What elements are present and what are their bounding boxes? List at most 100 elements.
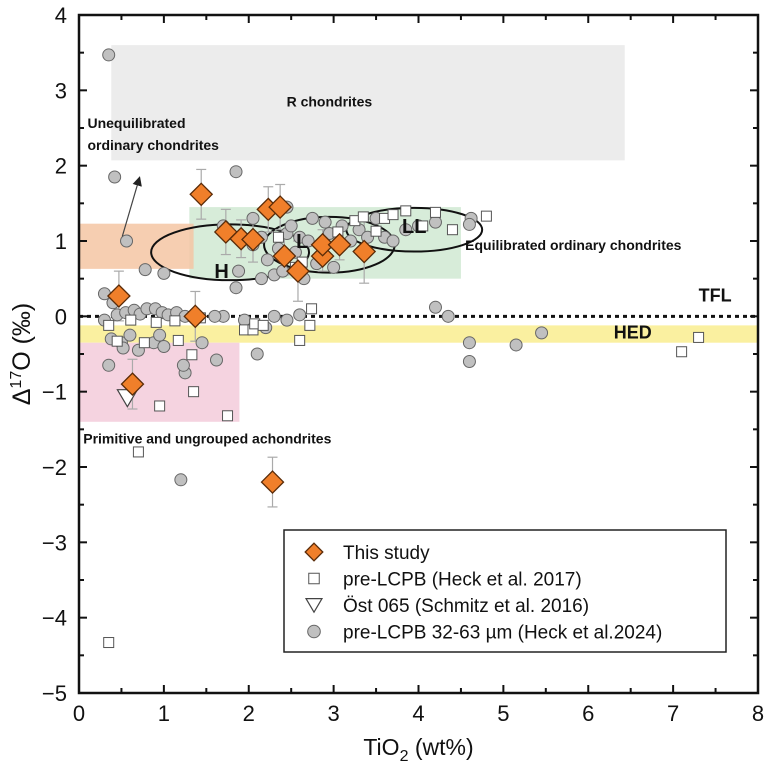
data-point-pre-lcpb-32-63-m-heck-et-al-2024	[102, 358, 116, 372]
data-point-this-study	[327, 232, 352, 257]
data-point-pre-lcpb-heck-et-al-2017	[429, 206, 441, 218]
data-point-this-study	[106, 284, 131, 308]
y-tick-label: 2	[55, 154, 67, 179]
x-tick-label: 2	[243, 701, 255, 726]
legend-marker-this-study	[304, 542, 324, 562]
data-point-this-study	[272, 244, 297, 268]
data-point-pre-lcpb-32-63-m-heck-et-al-2024	[229, 281, 243, 295]
data-point-pre-lcpb-32-63-m-heck-et-al-2024	[157, 339, 171, 353]
data-point-pre-lcpb-32-63-m-heck-et-al-2024	[174, 473, 188, 487]
data-point-pre-lcpb-heck-et-al-2017	[370, 225, 382, 237]
data-point-pre-lcpb-heck-et-al-2017	[154, 400, 166, 412]
data-point-this-study	[241, 227, 265, 252]
data-point-pre-lcpb-32-63-m-heck-et-al-2024	[428, 215, 442, 229]
data-point-pre-lcpb-heck-et-al-2017	[150, 316, 162, 328]
region-labels-layer: R chondrites Unequilibrated ordinary chond…	[83, 94, 681, 447]
data-point-pre-lcpb-heck-et-al-2017	[103, 319, 115, 331]
data-point-pre-lcpb-heck-et-al-2017	[222, 410, 234, 422]
legend-marker-pre-lcpb-heck-et-al-2017	[308, 572, 320, 585]
data-point-pre-lcpb-32-63-m-heck-et-al-2024	[399, 223, 413, 237]
legend-marker-pre-lcpb-32-63-m-heck-et-al-2024	[307, 624, 321, 639]
data-point-pre-lcpb-heck-et-al-2017	[400, 205, 412, 217]
data-point-pre-lcpb-32-63-m-heck-et-al-2024	[176, 358, 190, 372]
region-r-chondrites	[111, 45, 625, 161]
data-point-pre-lcpb-32-63-m-heck-et-al-2024	[120, 234, 134, 248]
region-label-equilibrated-ordinary-chondrites: Equilibrated ordinary chondrites	[465, 237, 681, 253]
data-point-pre-lcpb-32-63-m-heck-et-al-2024	[229, 165, 243, 179]
legend-label-pre-lcpb-heck-et-al-2017: pre-LCPB (Heck et al. 2017)	[343, 570, 582, 591]
x-tick-label: 5	[497, 701, 509, 726]
data-point-pre-lcpb-heck-et-al-2017	[306, 303, 318, 315]
y-tick-label: −2	[42, 455, 67, 480]
ellipse-label-l: L	[296, 231, 308, 253]
data-point-pre-lcpb-32-63-m-heck-et-al-2024	[138, 263, 152, 277]
y-tick-label: −4	[42, 606, 67, 631]
tick-labels-layer: 0 1 2 3 4 5 6 7 8 −5 −4 −3 −2 −1 0 1 2 3 4	[42, 3, 764, 726]
data-point-pre-lcpb-heck-et-al-2017	[103, 637, 115, 649]
y-tick-label: 1	[55, 229, 67, 254]
tfl-label: TFL	[699, 285, 732, 305]
data-point-pre-lcpb-heck-et-al-2017	[125, 314, 137, 326]
legend-label-pre-lcpb-32-63-m-heck-et-al-2024: pre-LCPB 32-63 µm (Heck et al.2024)	[343, 623, 662, 644]
y-tick-label: −5	[42, 681, 67, 706]
data-point-this-study	[286, 259, 310, 284]
data-point-pre-lcpb-32-63-m-heck-et-al-2024	[509, 338, 523, 352]
data-point-this-study	[352, 239, 377, 264]
data-point-pre-lcpb-32-63-m-heck-et-al-2024	[462, 336, 476, 350]
data-point-pre-lcpb-heck-et-al-2017	[357, 211, 369, 223]
data-point-pre-lcpb-32-63-m-heck-et-al-2024	[157, 266, 171, 280]
x-tick-label: 6	[582, 701, 594, 726]
x-tick-label: 0	[73, 701, 85, 726]
x-axis-label: TiO2 (wt%)	[363, 734, 473, 765]
y-tick-label: −3	[42, 530, 67, 555]
y-tick-label: 3	[55, 78, 67, 103]
data-point-pre-lcpb-32-63-m-heck-et-al-2024	[318, 215, 332, 229]
data-point-pre-lcpb-heck-et-al-2017	[387, 209, 399, 221]
data-point-pre-lcpb-32-63-m-heck-et-al-2024	[441, 309, 455, 323]
data-point-pre-lcpb-heck-et-al-2017	[676, 346, 688, 358]
data-point-pre-lcpb-heck-et-al-2017	[417, 220, 429, 232]
region-label-hed: HED	[614, 323, 652, 343]
data-point-this-study	[213, 220, 238, 244]
data-point-pre-lcpb-32-63-m-heck-et-al-2024	[386, 234, 400, 248]
points-layer	[97, 48, 705, 649]
data-point-pre-lcpb-32-63-m-heck-et-al-2024	[108, 170, 122, 184]
data-point-pre-lcpb-32-63-m-heck-et-al-2024	[428, 300, 442, 314]
data-point-pre-lcpb-heck-et-al-2017	[693, 331, 705, 343]
region-label-r-chondrites: R chondrites	[287, 94, 373, 110]
data-point-pre-lcpb-heck-et-al-2017	[272, 231, 284, 243]
data-point-this-study	[268, 195, 293, 220]
data-point-pre-lcpb-heck-et-al-2017	[480, 210, 492, 222]
y-tick-label: 0	[55, 304, 67, 329]
data-point-pre-lcpb-heck-et-al-2017	[186, 349, 198, 361]
data-point-pre-lcpb-32-63-m-heck-et-al-2024	[208, 309, 222, 323]
y-tick-label: 4	[55, 3, 67, 28]
data-point-pre-lcpb-32-63-m-heck-et-al-2024	[301, 234, 315, 248]
data-point-pre-lcpb-heck-et-al-2017	[257, 319, 269, 331]
data-point-pre-lcpb-32-63-m-heck-et-al-2024	[254, 272, 268, 286]
legend-marker-st-065-schmitz-et-al-2016	[304, 598, 324, 614]
x-tick-label: 1	[158, 701, 170, 726]
ticks-layer	[78, 14, 759, 694]
data-point-pre-lcpb-32-63-m-heck-et-al-2024	[535, 326, 549, 340]
data-point-pre-lcpb-heck-et-al-2017	[111, 335, 123, 347]
data-point-pre-lcpb-heck-et-al-2017	[446, 224, 458, 236]
y-axis-label: Δ17O (‰)	[8, 303, 36, 406]
ellipse-label-ll: LL	[402, 216, 426, 238]
data-point-pre-lcpb-32-63-m-heck-et-al-2024	[293, 308, 307, 322]
data-point-pre-lcpb-32-63-m-heck-et-al-2024	[284, 219, 298, 233]
data-point-pre-lcpb-32-63-m-heck-et-al-2024	[250, 347, 264, 361]
data-point-this-study	[120, 372, 145, 397]
data-point-pre-lcpb-heck-et-al-2017	[172, 334, 184, 346]
data-point-pre-lcpb-32-63-m-heck-et-al-2024	[232, 264, 246, 278]
data-point-pre-lcpb-32-63-m-heck-et-al-2024	[305, 211, 319, 225]
x-tick-label: 3	[328, 701, 340, 726]
legend-box	[283, 529, 727, 653]
legend-label-st-065-schmitz-et-al-2016: Öst 065 (Schmitz et al. 2016)	[343, 596, 589, 617]
ellipse-label-h: H	[214, 261, 228, 283]
data-point-pre-lcpb-32-63-m-heck-et-al-2024	[153, 328, 167, 342]
data-point-this-study	[189, 182, 214, 207]
data-point-pre-lcpb-heck-et-al-2017	[138, 337, 150, 349]
data-point-pre-lcpb-32-63-m-heck-et-al-2024	[260, 253, 274, 267]
